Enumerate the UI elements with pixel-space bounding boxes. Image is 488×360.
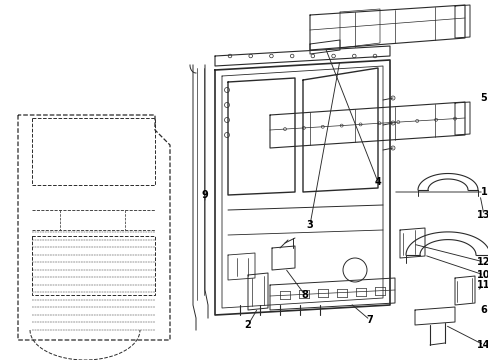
Text: 6: 6	[480, 305, 487, 315]
Text: 13: 13	[476, 210, 488, 220]
Text: 7: 7	[366, 315, 373, 325]
Text: 11: 11	[476, 280, 488, 290]
Text: 3: 3	[306, 220, 313, 230]
Text: 4: 4	[374, 177, 381, 187]
Text: 10: 10	[476, 270, 488, 280]
Text: 9: 9	[201, 190, 208, 200]
Text: 1: 1	[480, 187, 487, 197]
Text: 2: 2	[244, 320, 251, 330]
Text: 12: 12	[476, 257, 488, 267]
Text: 14: 14	[476, 340, 488, 350]
Text: 5: 5	[480, 93, 487, 103]
Text: 8: 8	[301, 290, 308, 300]
